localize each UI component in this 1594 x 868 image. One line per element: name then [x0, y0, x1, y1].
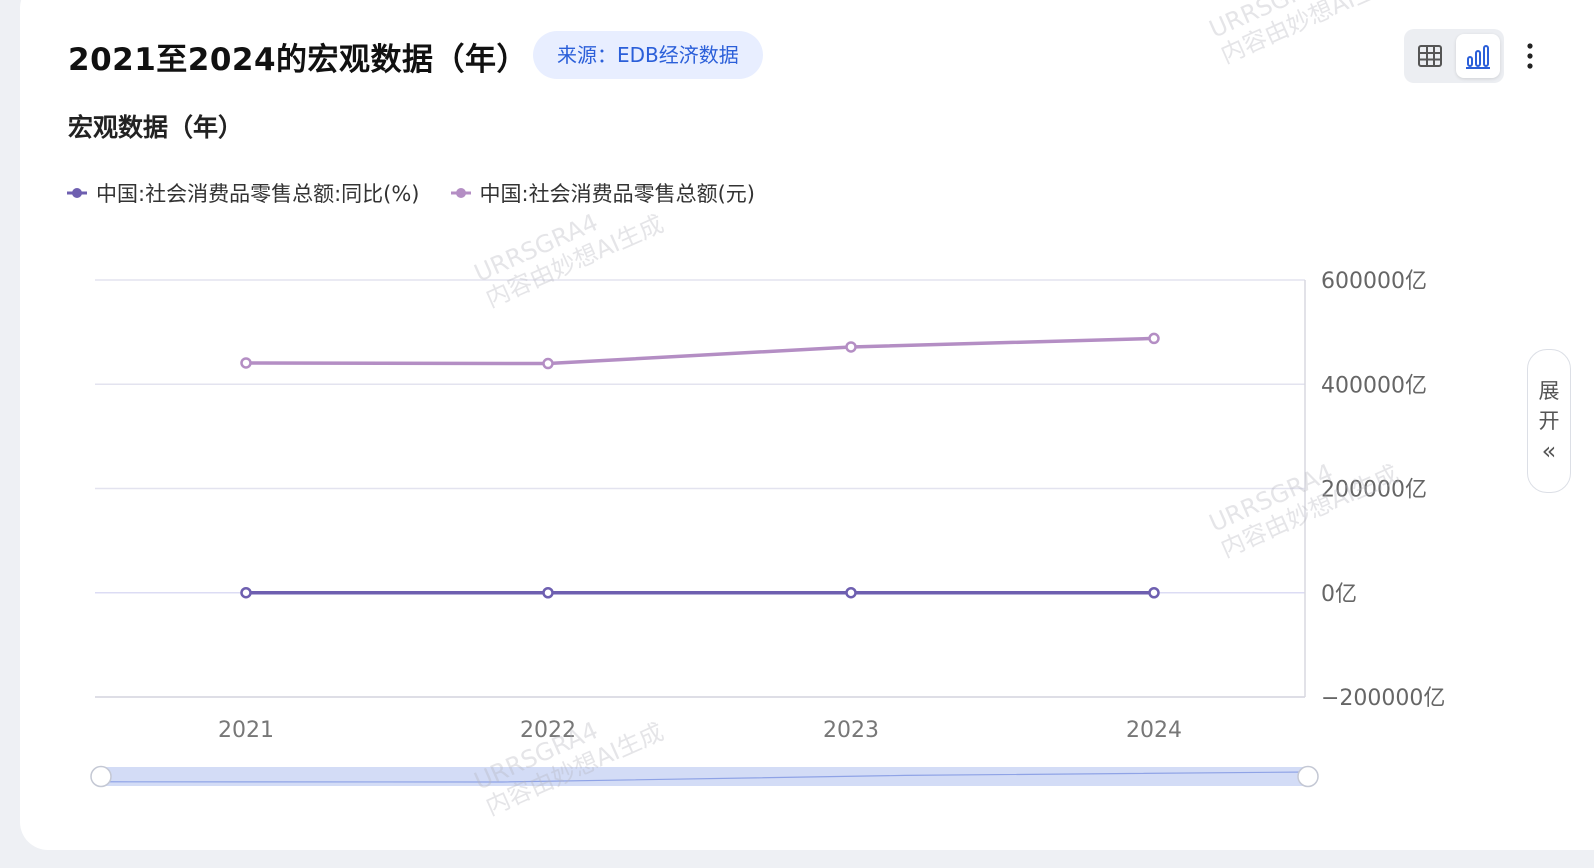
table-view-button[interactable] [1408, 34, 1452, 78]
legend-item-total[interactable]: 中国:社会消费品零售总额(元) [450, 178, 755, 208]
chart-view-button[interactable] [1456, 34, 1500, 78]
chart-card [20, 0, 1594, 850]
legend-label-total: 中国:社会消费品零售总额(元) [479, 182, 755, 206]
expand-label-char: 开 [1538, 409, 1560, 433]
expand-label-char: 展 [1538, 379, 1560, 403]
x-tick-label: 2021 [218, 718, 274, 743]
view-toggle [1404, 29, 1504, 83]
legend-marker-icon [67, 188, 87, 198]
table-grid-icon [1418, 45, 1442, 67]
legend-item-yoy[interactable]: 中国:社会消费品零售总额:同比(%) [66, 178, 420, 208]
y-tick-label: 0亿 [1321, 582, 1357, 607]
chart-subtitle: 宏观数据（年） [68, 113, 244, 142]
data-point [240, 357, 252, 369]
chart-legend: 中国:社会消费品零售总额:同比(%) 中国:社会消费品零售总额(元) [66, 178, 785, 208]
legend-marker-icon [450, 188, 471, 198]
page-title: 2021至2024的宏观数据（年） [68, 42, 529, 78]
data-point [1148, 332, 1160, 345]
data-point [240, 586, 252, 599]
zoom-handle[interactable] [1297, 765, 1319, 788]
legend-label-yoy: 中国:社会消费品零售总额:同比(%) [96, 182, 420, 206]
data-point [542, 357, 554, 370]
zoom-handle[interactable] [90, 765, 112, 788]
data-point [542, 587, 554, 599]
y-tick-label: −200000亿 [1321, 686, 1445, 711]
y-tick-label: 600000亿 [1321, 269, 1427, 294]
more-options-button[interactable] [1518, 36, 1542, 76]
zoom-selected-range [101, 767, 1308, 786]
x-tick-label: 2022 [520, 718, 576, 743]
chevron-double-left-icon: « [1541, 437, 1557, 465]
series-line-2 [245, 336, 1155, 366]
y-tick-label: 200000亿 [1321, 478, 1427, 503]
source-badge[interactable]: 来源：EDB经济数据 [533, 31, 763, 79]
data-point [845, 341, 857, 353]
expand-panel-button[interactable]: 展 开 « [1527, 349, 1571, 493]
bar-chart-icon [1466, 45, 1490, 69]
zoom-preview-line [100, 771, 1309, 783]
y-tick-label: 400000亿 [1321, 373, 1427, 398]
more-vertical-icon [1527, 43, 1533, 69]
x-tick-label: 2024 [1126, 718, 1182, 743]
x-tick-label: 2023 [823, 718, 879, 743]
data-point [1148, 586, 1160, 599]
data-point [845, 586, 857, 599]
